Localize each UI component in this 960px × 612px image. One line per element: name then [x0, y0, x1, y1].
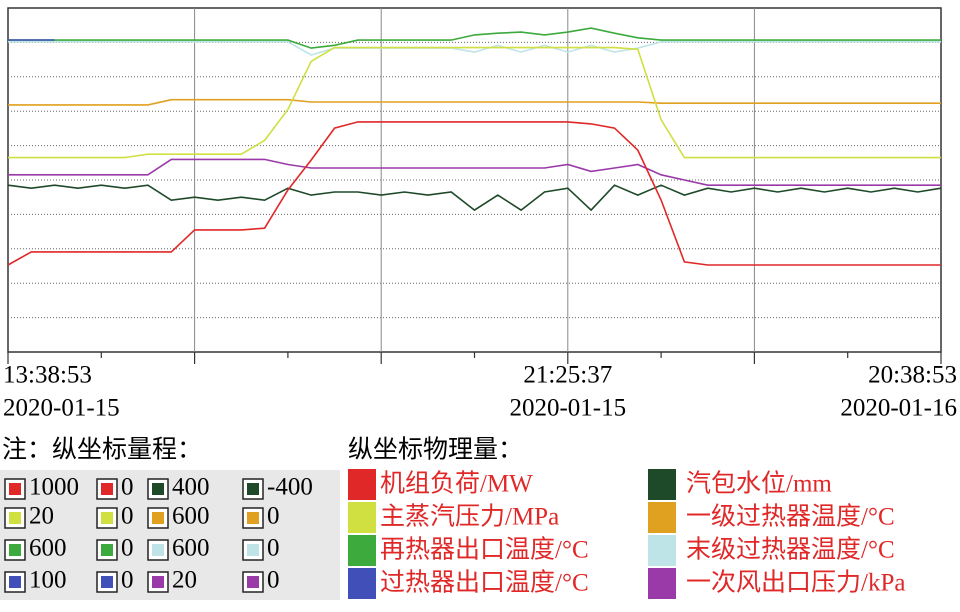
range-swatch	[152, 576, 164, 588]
range-swatch	[152, 512, 164, 524]
legend-label: 主蒸汽压力/MPa	[380, 503, 559, 531]
legend-swatch	[348, 535, 376, 566]
range-label: 0	[121, 567, 134, 594]
range-label: 600	[29, 535, 67, 562]
legend-swatch	[648, 568, 676, 599]
range-title: 注：纵坐标量程：	[2, 436, 202, 464]
legend-label: 再热器出口温度/°C	[380, 536, 589, 564]
legend-label: 汽包水位/mm	[686, 470, 832, 498]
range-swatch	[9, 544, 21, 556]
legend-swatch	[648, 535, 676, 566]
range-swatch	[9, 483, 21, 495]
range-swatch	[101, 483, 113, 495]
x-tick-date: 2020-01-15	[3, 395, 120, 422]
legend-title: 纵坐标物理量：	[348, 436, 523, 464]
range-label: 100	[29, 567, 67, 594]
legend-label: 过热器出口温度/°C	[380, 569, 589, 597]
range-label: 0	[121, 535, 134, 562]
legend-label: 机组负荷/MW	[380, 470, 533, 498]
series-line	[8, 158, 941, 186]
legend-swatch	[648, 469, 676, 500]
series-line	[8, 98, 941, 106]
series-line	[7, 121, 941, 266]
range-swatch	[247, 544, 259, 556]
range-swatch	[247, 576, 259, 588]
x-tick-date: 2020-01-15	[509, 395, 626, 422]
range-label: 0	[267, 535, 280, 562]
legend-swatch	[348, 568, 376, 599]
range-swatch	[9, 512, 21, 524]
series-line	[7, 184, 942, 212]
legend-label: 末级过热器温度/°C	[686, 536, 895, 564]
range-panel	[0, 470, 340, 600]
range-swatch	[101, 512, 113, 524]
legend-label: 一次风出口压力/kPa	[686, 569, 905, 597]
range-label: 1000	[29, 474, 79, 501]
range-label: 0	[267, 567, 280, 594]
x-tick-label: 20:38:53	[868, 362, 957, 389]
legend-label: 一级过热器温度/°C	[686, 503, 895, 531]
range-swatch	[152, 544, 164, 556]
range-label: 600	[172, 535, 210, 562]
range-label: 400	[172, 474, 210, 501]
range-label: 0	[267, 503, 280, 530]
series-line	[8, 46, 941, 159]
range-label: 20	[172, 567, 197, 594]
range-swatch	[101, 544, 113, 556]
legend-swatch	[648, 502, 676, 533]
x-tick-date: 2020-01-16	[840, 395, 957, 422]
legend-swatch	[348, 469, 376, 500]
x-tick-label: 21:25:37	[523, 362, 612, 389]
range-swatch	[247, 483, 259, 495]
range-label: 600	[172, 503, 210, 530]
range-swatch	[247, 512, 259, 524]
x-tick-label: 13:38:53	[3, 362, 92, 389]
series-line	[8, 27, 941, 49]
range-label: -400	[267, 474, 313, 501]
range-label: 20	[29, 503, 54, 530]
range-label: 0	[121, 474, 134, 501]
series-line	[8, 41, 941, 56]
range-swatch	[9, 576, 21, 588]
range-label: 0	[121, 503, 134, 530]
legend-swatch	[348, 502, 376, 533]
range-swatch	[101, 576, 113, 588]
range-swatch	[152, 483, 164, 495]
